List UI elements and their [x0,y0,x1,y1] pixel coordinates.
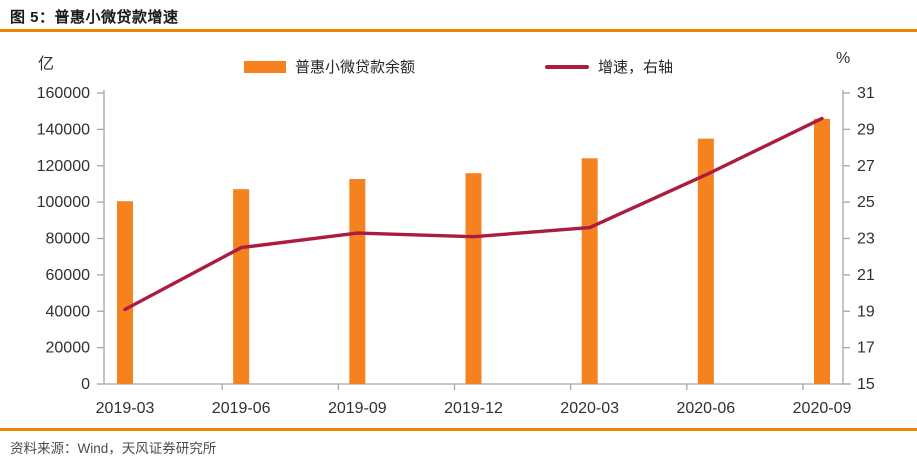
left-axis-label: 100000 [37,194,90,211]
legend-label-balance: 普惠小微贷款余额 [294,59,415,76]
legend-label-growth: 增速，右轴 [598,59,674,76]
x-axis-label: 2019-12 [444,400,503,417]
left-axis-label: 20000 [46,340,91,357]
x-axis-label: 2019-06 [212,400,271,417]
bar [117,201,133,384]
legend-item-growth: 增速，右轴 [545,56,673,77]
bar [697,138,714,384]
bar [814,118,830,385]
left-axis-label: 0 [81,376,90,393]
x-axis-label: 2019-09 [328,400,387,417]
right-axis-label: 31 [857,85,875,102]
bar [349,179,366,384]
chart-legend: 普惠小微贷款余额 增速，右轴 [0,56,917,77]
x-axis-label: 2020-06 [676,400,735,417]
title-underline [0,29,917,32]
legend-item-balance: 普惠小微贷款余额 [243,56,415,77]
bar [233,189,250,384]
left-axis-label: 40000 [46,303,91,320]
line-series-swatch-icon [545,64,589,69]
left-axis-label: 140000 [37,121,90,138]
x-axis-label: 2020-03 [560,400,619,417]
growth-line [123,116,824,312]
left-axis-label: 80000 [46,231,91,248]
right-axis-unit: % [836,50,851,67]
x-axis-label: 2019-03 [96,400,155,417]
left-axis-label: 160000 [37,85,90,102]
bar [465,173,482,384]
source-note: 资料来源：Wind，天风证券研究所 [10,441,217,456]
footer-rule [0,428,917,431]
right-axis-label: 27 [857,158,875,175]
x-axis-label: 2020-09 [793,400,852,417]
left-axis-label: 120000 [37,158,90,175]
right-axis-label: 23 [857,231,875,248]
right-axis-label: 21 [857,267,875,284]
right-axis-label: 25 [857,194,875,211]
bar-series-swatch-icon [243,60,286,73]
right-axis-label: 19 [857,303,875,320]
left-axis-label: 60000 [46,267,91,284]
figure-title: 图 5：普惠小微贷款增速 [10,9,179,26]
right-axis-label: 17 [857,340,875,357]
left-axis-unit: 亿 [38,56,55,73]
right-axis-label: 15 [857,376,875,393]
bar [581,158,598,384]
right-axis-label: 29 [857,121,875,138]
